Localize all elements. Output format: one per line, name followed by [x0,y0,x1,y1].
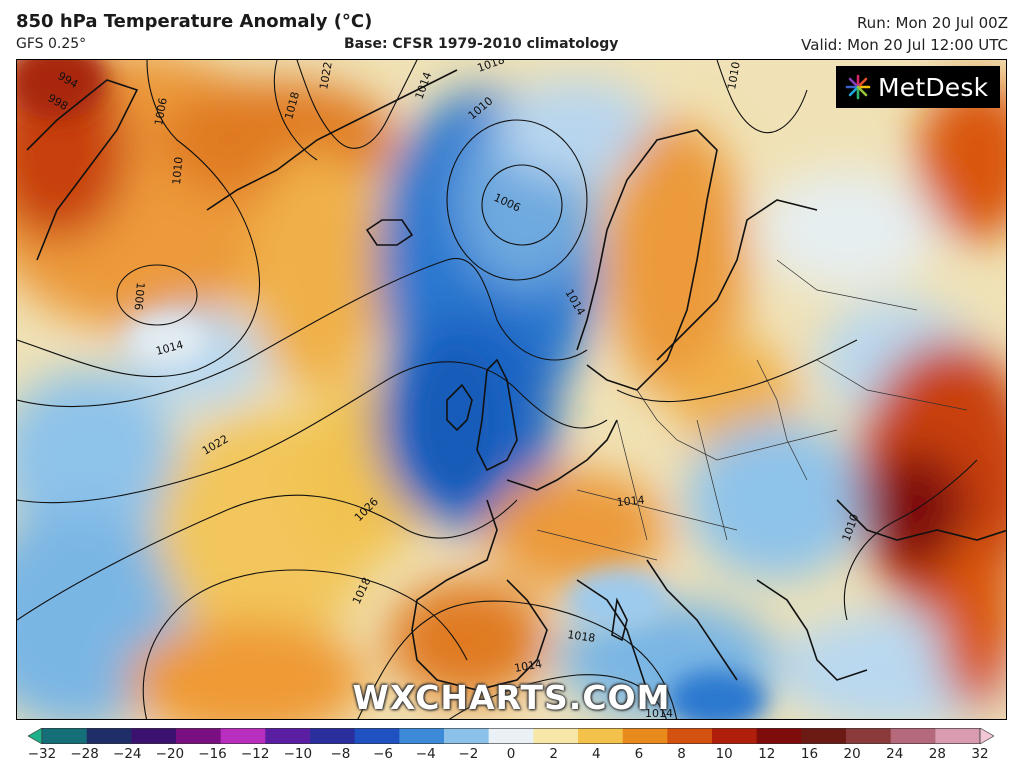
isobar-label: 1014 [645,707,673,720]
colorbar-segment [399,728,445,744]
colorbar-tick-label: 16 [800,746,819,762]
colorbar-frame [41,728,981,744]
colorbar-tick-label: −6 [373,746,394,762]
colorbar-tick-label: 4 [591,746,601,762]
colorbar-segment [354,728,400,744]
colorbar-segment [265,728,311,744]
isobar-label: 1010 [725,61,743,91]
colorbar-segment [86,728,132,744]
colorbar-segment [42,728,88,744]
isobar-label: 1006 [152,97,170,127]
colorbar-tick-label: −2 [458,746,479,762]
colorbar-segment [756,728,802,744]
colorbar-segment [131,728,177,744]
colorbar-tick-label: 0 [506,746,516,762]
country-borders [536,259,968,561]
colorbar-tick-label: −20 [155,746,185,762]
climatology-base-label: Base: CFSR 1979-2010 climatology [344,36,619,52]
colorbar-segment [622,728,668,744]
colorbar-tick-label: 20 [843,746,861,762]
chart-title: 850 hPa Temperature Anomaly (°C) [16,11,373,32]
colorbar-tick-label: 10 [715,746,733,762]
colorbar-segment [935,728,981,744]
colorbar-tick-label: −8 [330,746,351,762]
colorbar-tick-label: −32 [27,746,57,762]
colorbar-tick-label: −16 [198,746,227,762]
colorbar-min-arrow [28,728,43,744]
colorbar [28,728,994,744]
metdesk-logo-icon [845,74,871,100]
colorbar-tick-label: −10 [283,746,313,762]
colorbar-segment [801,728,847,744]
colorbar-segment [444,728,490,744]
valid-time-label: Valid: Mon 20 Jul 12:00 UTC [801,36,1008,54]
metdesk-logo: MetDesk [836,66,1000,108]
isobar-label: 1022 [317,61,335,91]
colorbar-max-arrow [979,728,994,744]
colorbar-segment [578,728,624,744]
isobar-label: 1014 [513,657,543,675]
colorbar-tick-label: −28 [70,746,99,762]
colorbar-segment [533,728,579,744]
colorbar-labels: −32 −28 −24 −20 −16 −12 −10 −8 −6 −4 −2 0 2 4 6 8 10 12 16… [0,746,1024,766]
isobar-label: 1014 [616,494,645,509]
colorbar-tick-label: 28 [928,746,946,762]
isobar-label: 1010 [170,156,185,185]
colorbar-segment [310,728,356,744]
colorbar-segment [846,728,892,744]
colorbar-segment [488,728,534,744]
colorbar-segment [220,728,266,744]
colorbar-tick-label: 32 [971,746,989,762]
colorbar-tick-label: 8 [677,746,686,762]
colorbar-tick-label: 6 [634,746,644,762]
isobar-label: 1006 [132,282,147,311]
colorbar-tick-label: −24 [113,746,142,762]
temperature-anomaly-map: 994 998 1006 1010 1022 1018 1014 1018 10… [16,59,1007,720]
colorbar-tick-label: 24 [886,746,904,762]
anomaly-field-detail [17,60,767,719]
metdesk-logo-text: MetDesk [878,72,989,102]
colorbar-segment [712,728,758,744]
colorbar-tick-label: 2 [549,746,558,762]
isobars [17,60,978,719]
map-canvas: 994 998 1006 1010 1022 1018 1014 1018 10… [17,60,1006,720]
wxcharts-watermark: WXCHARTS.COM [352,678,671,717]
colorbar-segment [890,728,936,744]
colorbar-tick-label: 12 [758,746,776,762]
colorbar-tick-label: −4 [415,746,436,762]
colorbar-tick-label: −12 [240,746,270,762]
isobar-label: 1018 [567,628,597,645]
colorbar-segment [176,728,222,744]
model-label: GFS 0.25° [16,36,87,52]
run-time-label: Run: Mon 20 Jul 00Z [856,14,1008,32]
colorbar-segment [667,728,713,744]
colorbar-segments [28,728,994,744]
coastlines [26,69,1006,691]
